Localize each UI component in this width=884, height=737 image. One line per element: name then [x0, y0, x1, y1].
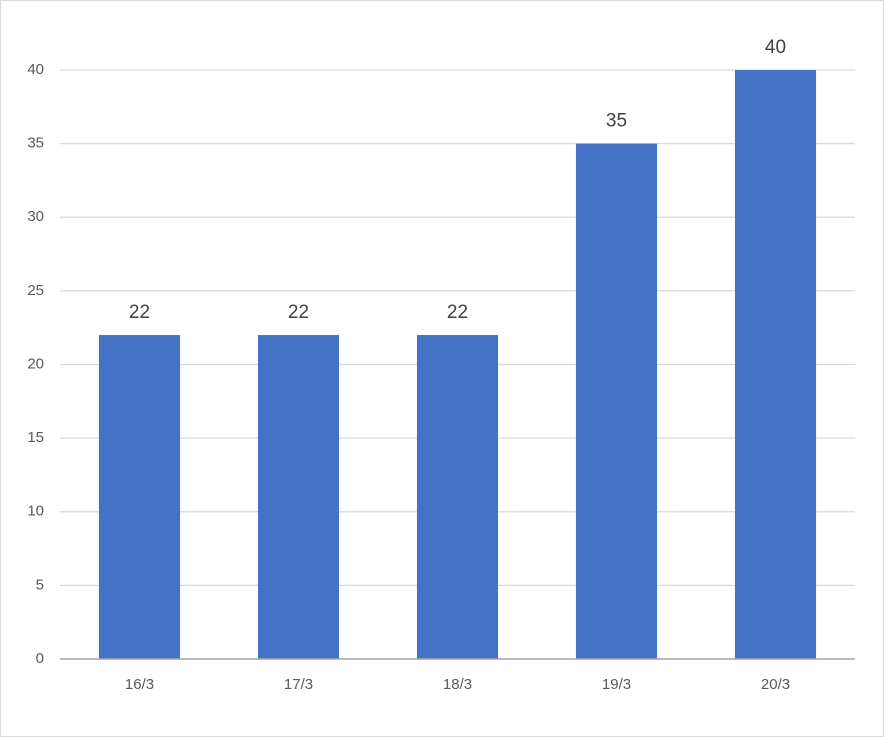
x-tick-label: 18/3 — [443, 676, 472, 693]
y-tick-label: 25 — [27, 282, 44, 299]
bar — [257, 335, 340, 659]
bar — [575, 143, 658, 659]
y-tick-label: 0 — [36, 650, 44, 667]
x-tick-label: 20/3 — [761, 676, 790, 693]
data-label: 22 — [288, 302, 309, 323]
y-tick-label: 40 — [27, 61, 44, 78]
bar — [734, 70, 817, 659]
x-tick-label: 17/3 — [284, 676, 313, 693]
bar — [98, 335, 181, 659]
y-tick-label: 15 — [27, 429, 44, 446]
y-tick-label: 5 — [36, 576, 44, 593]
data-label: 22 — [447, 302, 468, 323]
y-tick-label: 10 — [27, 503, 44, 520]
bar — [416, 335, 499, 659]
data-label: 22 — [129, 302, 150, 323]
x-tick-label: 16/3 — [125, 676, 154, 693]
data-label: 40 — [765, 37, 786, 58]
y-tick-label: 20 — [27, 355, 44, 372]
y-tick-label: 30 — [27, 208, 44, 225]
y-tick-label: 35 — [27, 135, 44, 152]
data-label: 35 — [606, 111, 627, 132]
x-tick-label: 19/3 — [602, 676, 631, 693]
